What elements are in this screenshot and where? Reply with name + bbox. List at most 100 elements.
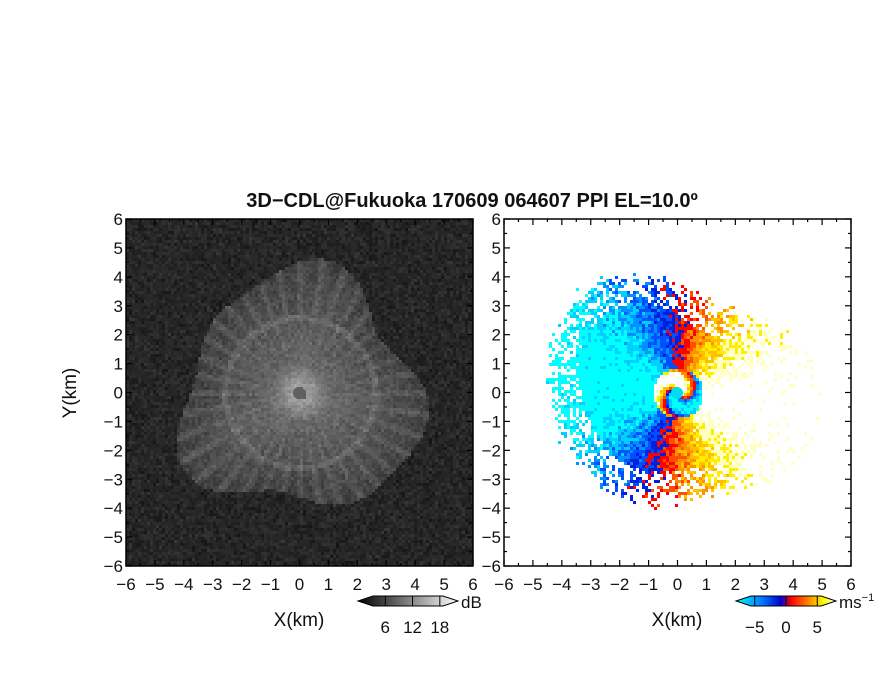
reflectivity-cell [168, 291, 171, 294]
reflectivity-cell [234, 303, 237, 306]
reflectivity-cell [216, 270, 219, 273]
reflectivity-cell [129, 312, 132, 315]
reflectivity-cell [276, 330, 279, 333]
reflectivity-cell [186, 345, 189, 348]
reflectivity-cell [420, 306, 423, 309]
reflectivity-cell [402, 267, 405, 270]
reflectivity-cell [378, 261, 381, 264]
reflectivity-cell [261, 267, 264, 270]
reflectivity-cell [468, 258, 471, 261]
reflectivity-cell [141, 237, 144, 240]
reflectivity-cell [240, 309, 243, 312]
reflectivity-cell [258, 279, 261, 282]
reflectivity-cell [318, 300, 321, 303]
reflectivity-cell [180, 303, 183, 306]
reflectivity-cell [228, 342, 231, 345]
reflectivity-cell [264, 345, 267, 348]
reflectivity-cell [408, 276, 411, 279]
reflectivity-cell [189, 219, 192, 222]
reflectivity-cell [450, 249, 453, 252]
reflectivity-cell [291, 219, 294, 222]
reflectivity-cell [459, 306, 462, 309]
reflectivity-cell [171, 273, 174, 276]
reflectivity-cell [327, 315, 330, 318]
reflectivity-cell [246, 336, 249, 339]
reflectivity-cell [315, 342, 318, 345]
reflectivity-cell [390, 333, 393, 336]
reflectivity-cell [204, 225, 207, 228]
reflectivity-cell [438, 243, 441, 246]
reflectivity-cell [468, 243, 471, 246]
reflectivity-cell [420, 303, 423, 306]
reflectivity-cell [399, 300, 402, 303]
reflectivity-cell [468, 306, 471, 309]
reflectivity-cell [300, 282, 303, 285]
reflectivity-cell [456, 342, 459, 345]
reflectivity-cell [435, 279, 438, 282]
reflectivity-cell [429, 306, 432, 309]
reflectivity-cell [138, 258, 141, 261]
reflectivity-cell [147, 318, 150, 321]
reflectivity-cell [141, 240, 144, 243]
reflectivity-cell [327, 288, 330, 291]
reflectivity-cell [246, 321, 249, 324]
reflectivity-cell [291, 345, 294, 348]
reflectivity-cell [378, 309, 381, 312]
reflectivity-cell [444, 237, 447, 240]
reflectivity-cell [207, 285, 210, 288]
reflectivity-cell [171, 300, 174, 303]
reflectivity-cell [393, 306, 396, 309]
reflectivity-cell [294, 279, 297, 282]
reflectivity-cell [375, 282, 378, 285]
reflectivity-cell [276, 288, 279, 291]
reflectivity-cell [225, 243, 228, 246]
reflectivity-cell [153, 276, 156, 279]
reflectivity-cell [360, 267, 363, 270]
reflectivity-cell [420, 255, 423, 258]
reflectivity-cell [162, 249, 165, 252]
reflectivity-cell [336, 285, 339, 288]
reflectivity-cell [369, 261, 372, 264]
reflectivity-cell [207, 222, 210, 225]
reflectivity-cell [414, 273, 417, 276]
reflectivity-cell [261, 249, 264, 252]
reflectivity-cell [375, 255, 378, 258]
reflectivity-cell [369, 252, 372, 255]
reflectivity-cell [351, 234, 354, 237]
reflectivity-cell [471, 318, 473, 321]
reflectivity-cell [384, 309, 387, 312]
reflectivity-cell [450, 300, 453, 303]
reflectivity-cell [255, 270, 258, 273]
reflectivity-cell [252, 330, 255, 333]
reflectivity-cell [216, 339, 219, 342]
reflectivity-cell [468, 300, 471, 303]
reflectivity-cell [183, 240, 186, 243]
reflectivity-cell [336, 294, 339, 297]
reflectivity-cell [315, 240, 318, 243]
reflectivity-cell [189, 282, 192, 285]
reflectivity-cell [375, 252, 378, 255]
reflectivity-cell [126, 324, 129, 327]
reflectivity-cell [423, 222, 426, 225]
reflectivity-cell [237, 333, 240, 336]
reflectivity-cell [402, 261, 405, 264]
reflectivity-cell [408, 345, 411, 348]
reflectivity-cell [267, 276, 270, 279]
reflectivity-cell [417, 306, 420, 309]
reflectivity-cell [426, 240, 429, 243]
reflectivity-cell [129, 321, 132, 324]
reflectivity-cell [384, 270, 387, 273]
reflectivity-cell [237, 297, 240, 300]
reflectivity-cell [222, 264, 225, 267]
reflectivity-cell [210, 276, 213, 279]
reflectivity-cell [303, 240, 306, 243]
reflectivity-cell [429, 282, 432, 285]
reflectivity-cell [447, 315, 450, 318]
reflectivity-cell [126, 228, 129, 231]
reflectivity-cell [432, 312, 435, 315]
reflectivity-cell [294, 342, 297, 345]
reflectivity-cell [324, 321, 327, 324]
reflectivity-cell [435, 225, 438, 228]
reflectivity-cell [426, 330, 429, 333]
reflectivity-cell [273, 285, 276, 288]
